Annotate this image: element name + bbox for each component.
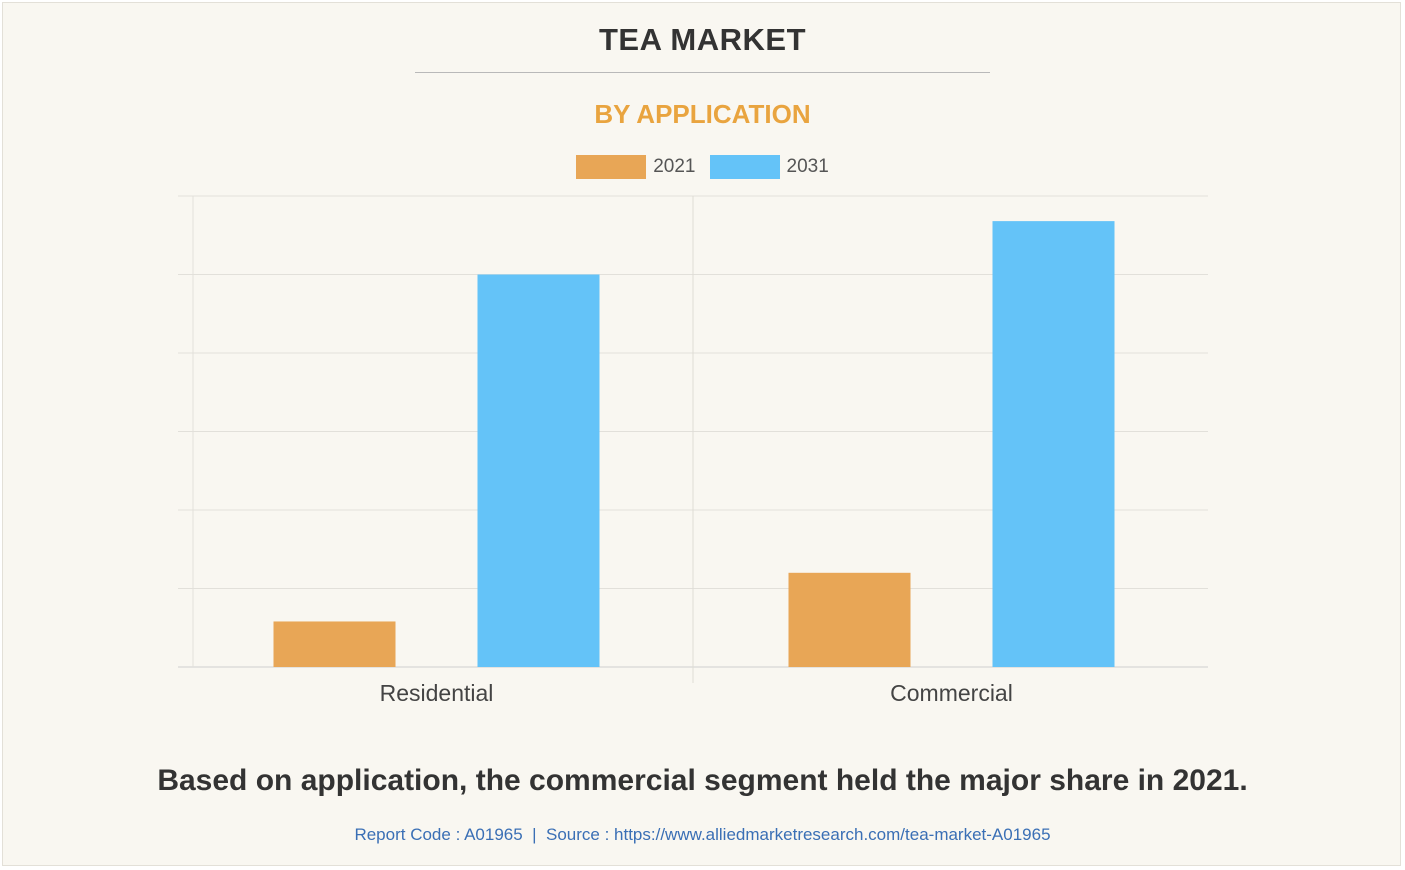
source-footer[interactable]: Report Code : A01965 | Source : https://… xyxy=(354,825,1051,844)
chart-subtitle: BY APPLICATION xyxy=(594,99,811,129)
chart-title: TEA MARKET xyxy=(598,22,807,57)
legend-item-2021: 2021 xyxy=(576,155,696,179)
legend-swatch-2021 xyxy=(576,155,647,179)
x-tick-label-residential: Residential xyxy=(380,680,494,706)
bar-commercial-2021 xyxy=(788,572,911,667)
bar-residential-2021 xyxy=(273,621,396,667)
chart-caption: Based on application, the commercial seg… xyxy=(157,764,1248,797)
bar-commercial-2031 xyxy=(992,221,1115,667)
legend-swatch-2031 xyxy=(709,155,780,179)
legend-label-2021: 2021 xyxy=(653,156,696,177)
bar-residential-2031 xyxy=(477,274,600,667)
title-divider xyxy=(415,72,990,73)
legend: 2021 2031 xyxy=(0,155,1405,179)
legend-item-2031: 2031 xyxy=(709,155,829,179)
x-tick-label-commercial: Commercial xyxy=(890,680,1013,706)
legend-label-2031: 2031 xyxy=(786,156,829,177)
